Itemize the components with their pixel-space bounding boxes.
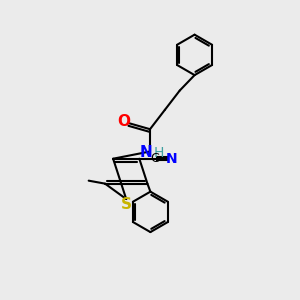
Text: S: S: [121, 197, 132, 212]
Text: N: N: [165, 152, 177, 166]
Text: C: C: [150, 152, 159, 165]
Text: O: O: [117, 114, 130, 129]
Text: N: N: [140, 146, 153, 160]
Text: H: H: [153, 146, 164, 160]
